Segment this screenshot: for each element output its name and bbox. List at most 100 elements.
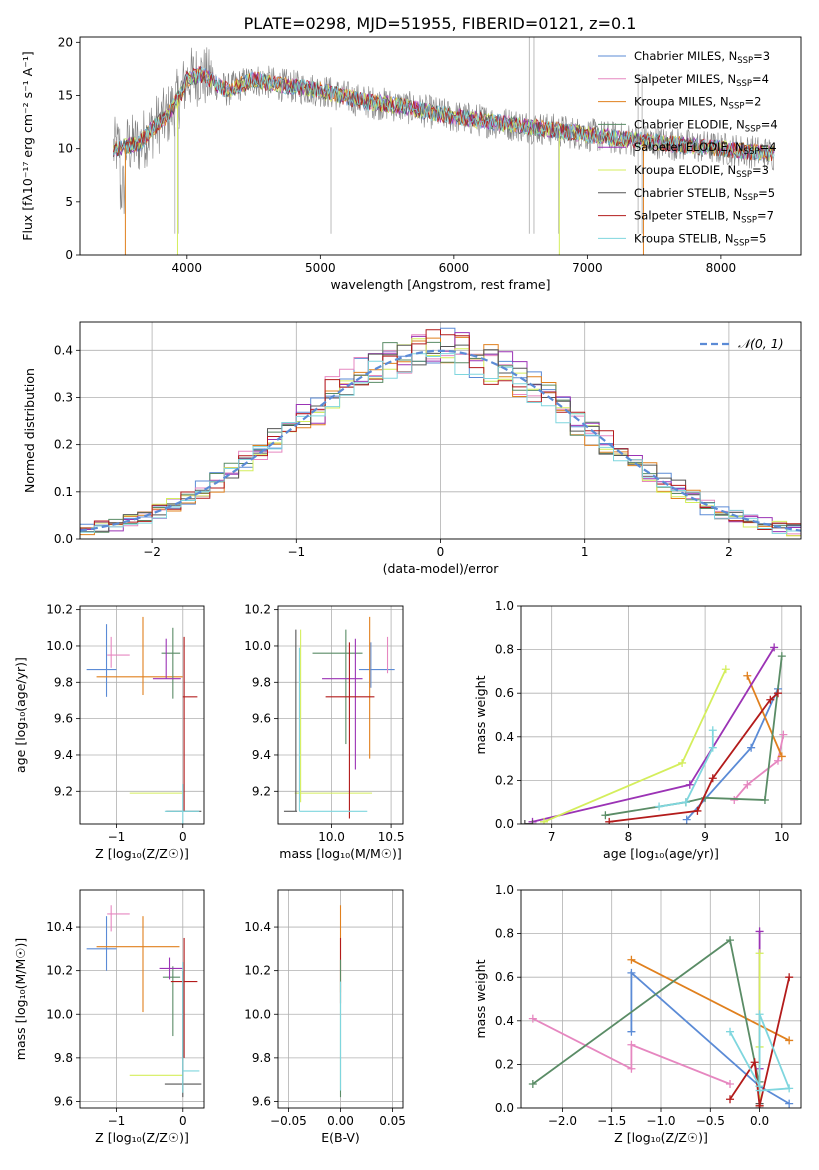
- series-chabrier-elodie: [601, 652, 786, 820]
- data-point-marker: [779, 730, 788, 739]
- y-tick-label: 0.6: [495, 686, 514, 700]
- data-point-marker: [627, 968, 636, 977]
- y-tick-label: 10.4: [46, 920, 73, 934]
- panel-residuals: −2 −1 0 1 2 0.0 0.1 0.2 0.3 0.4 (data-model)/error…: [22, 321, 802, 576]
- x-tick-label: −1: [108, 830, 126, 844]
- legend-label: Chabrier STELIB, N: [634, 186, 742, 200]
- data-point-marker: [627, 955, 636, 964]
- y-tick-label: 10.4: [244, 920, 271, 934]
- normal-reference-curve: [80, 349, 801, 532]
- y-tick-label: 9.6: [54, 1094, 73, 1108]
- x-axis-label: Z [log₁₀(Z/Z☉)]: [95, 846, 189, 861]
- errorbar-point-salpeter-elodie: [159, 957, 183, 980]
- axes-frame: [277, 605, 404, 825]
- y-tick-label: 9.8: [252, 1051, 271, 1065]
- errorbar-point-chabrier-miles: [358, 642, 395, 688]
- x-tick-label: −1: [108, 1114, 126, 1128]
- y-axis-label: age [log₁₀(age/yr)]: [13, 657, 28, 773]
- panel-age-vs-mass: 10.0 10.5 9.2 9.4 9.6 9.8 10.0 10.2 mass [log₁₀(…: [244, 603, 404, 861]
- data-point-marker: [755, 927, 764, 936]
- data-point-marker: [726, 936, 735, 945]
- model-fit-chabrier-stelib: [113, 71, 775, 161]
- legend-label: Chabrier ELODIE, N: [634, 117, 745, 131]
- data-point-marker: [730, 796, 739, 805]
- series-chabrier-miles: [682, 684, 782, 824]
- x-tick-label: 0.05: [379, 1114, 406, 1128]
- y-tick-label: 9.6: [252, 1094, 271, 1108]
- series-chabrier-elodie: [528, 936, 764, 1091]
- panel-mass-vs-Z: −1 0 9.6 9.8 10.0 10.2 10.4 Z [log₁₀(Z/Z☉)] mass…: [13, 889, 205, 1145]
- x-tick-label: 10.5: [378, 830, 405, 844]
- x-axis-label: (data-model)/error: [383, 561, 500, 576]
- data-point-marker: [693, 806, 702, 815]
- data-point-marker: [726, 1080, 735, 1089]
- y-tick-label: 9.2: [54, 784, 73, 798]
- axes-frame: [520, 889, 802, 1109]
- y-tick-label: 10.2: [244, 603, 271, 617]
- series-line: [532, 1017, 731, 1085]
- series-line: [658, 730, 714, 808]
- legend-label: Kroupa MILES, N: [634, 95, 729, 109]
- y-tick-label: 10.0: [244, 1007, 271, 1021]
- data-point-marker: [521, 820, 529, 824]
- series-salpeter-miles: [730, 730, 788, 805]
- y-tick-label: 0.4: [495, 1014, 514, 1028]
- legend-entry: Kroupa ELODIE, NSSP=3: [634, 163, 769, 180]
- data-point-marker: [777, 752, 786, 761]
- x-tick-label: 6000: [439, 261, 470, 275]
- data-point-marker: [528, 1080, 537, 1089]
- legend-entry: Kroupa MILES, NSSP=2: [634, 95, 761, 112]
- legend-subscript: SSP: [744, 147, 760, 157]
- y-tick-label: 10.2: [46, 964, 73, 978]
- y-tick-label: 0.3: [54, 390, 73, 404]
- x-tick-label: 1: [581, 545, 589, 559]
- series-line: [746, 675, 783, 757]
- legend-entry: 𝒩(0, 1): [738, 336, 784, 351]
- data-point-marker: [685, 780, 694, 789]
- legend-count: =4: [761, 117, 778, 131]
- axes-frame: [277, 889, 404, 1109]
- data-point-marker: [681, 798, 690, 807]
- y-tick-label: 0.0: [495, 1101, 514, 1115]
- errorbar-point-chabrier-miles: [86, 624, 117, 697]
- y-tick-label: 10: [58, 142, 73, 156]
- errorbar-point-salpeter-miles: [107, 905, 130, 932]
- data-point-marker: [627, 1027, 636, 1036]
- data-point-marker: [743, 671, 752, 680]
- panel-mass-vs-EBV: −0.05 0.00 0.05 9.6 9.8 10.0 10.2 10.4 E(B-V): [244, 889, 406, 1145]
- series-salpeter-miles: [528, 1014, 735, 1089]
- legend-label: Salpeter MILES, N: [634, 72, 736, 86]
- plot-area: [80, 606, 204, 824]
- plot-area: [521, 606, 801, 824]
- legend-label: Kroupa STELIB, N: [634, 231, 734, 245]
- x-tick-label: −0.05: [270, 1114, 307, 1128]
- y-tick-label: 0.2: [495, 773, 514, 787]
- legend-entry: Chabrier ELODIE, NSSP=4: [634, 117, 778, 134]
- series-line: [630, 970, 790, 1105]
- y-tick-label: 9.8: [54, 1051, 73, 1065]
- x-tick-label: −0.5: [696, 1114, 725, 1128]
- y-tick-label: 0.4: [495, 730, 514, 744]
- errorbar-point-kroupa-stelib: [164, 784, 200, 824]
- data-point-marker: [601, 811, 610, 820]
- x-tick-label: −2: [143, 545, 161, 559]
- legend-entry: Chabrier STELIB, NSSP=5: [634, 186, 775, 203]
- plot-area: [113, 37, 775, 255]
- plot-area: [521, 890, 801, 1108]
- errorbar-point-salpeter-elodie: [322, 638, 363, 770]
- legend-count: =5: [758, 186, 775, 200]
- errorbar-point-kroupa-elodie: [294, 629, 373, 803]
- legend-count: =3: [753, 49, 770, 63]
- legend-label: Kroupa ELODIE, N: [634, 163, 736, 177]
- figure-title: PLATE=0298, MJD=51955, FIBERID=0121, z=0…: [244, 14, 637, 33]
- x-tick-label: 5000: [305, 261, 336, 275]
- data-point-marker: [708, 743, 717, 752]
- errorbar-point-kroupa-stelib: [298, 647, 368, 812]
- y-tick-label: 0.4: [54, 343, 73, 357]
- legend-subscript: SSP: [737, 56, 753, 66]
- data-point-marker: [777, 652, 786, 661]
- series-chabrier-stelib: [521, 820, 537, 824]
- errorbar-point-salpeter-miles: [107, 636, 130, 668]
- y-tick-label: 9.4: [252, 748, 271, 762]
